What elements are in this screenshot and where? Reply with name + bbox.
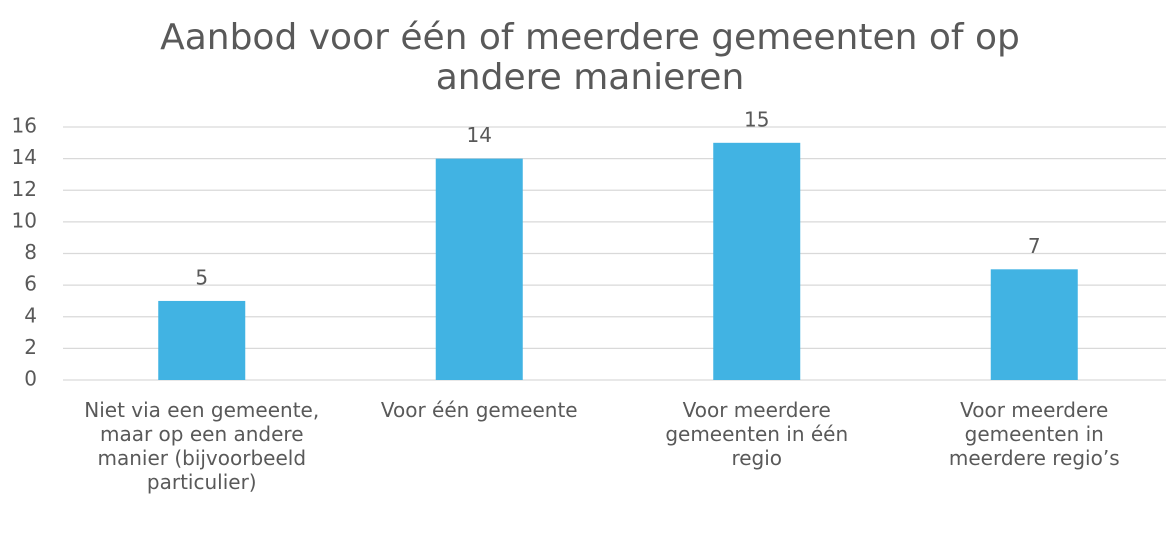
- bar: [435, 158, 523, 380]
- y-tick-label: 4: [24, 303, 37, 327]
- y-tick-label: 12: [12, 177, 37, 201]
- data-label: 5: [195, 265, 208, 289]
- x-tick-label: Voor één gemeente: [380, 398, 578, 422]
- x-tick-label: Voor meerdere gemeenten in meerdere regi…: [948, 398, 1120, 470]
- data-label: 15: [744, 107, 769, 131]
- y-tick-label: 16: [12, 114, 37, 138]
- data-label: 14: [467, 123, 492, 147]
- x-tick-label: Niet via een gemeente, maar op een ander…: [84, 398, 320, 494]
- bar: [158, 300, 246, 380]
- y-tick-label: 2: [24, 335, 37, 359]
- bar: [713, 142, 801, 380]
- x-tick-label: Voor meerdere gemeenten in één regio: [665, 398, 849, 470]
- chart-title: Aanbod voor één of meerdere gemeenten of…: [160, 17, 1020, 98]
- y-tick-label: 10: [12, 208, 37, 232]
- y-tick-label: 14: [12, 145, 37, 169]
- y-tick-label: 0: [24, 367, 37, 391]
- data-label: 7: [1028, 234, 1041, 258]
- y-tick-label: 8: [24, 240, 37, 264]
- y-tick-label: 6: [24, 272, 37, 296]
- bar: [990, 269, 1078, 380]
